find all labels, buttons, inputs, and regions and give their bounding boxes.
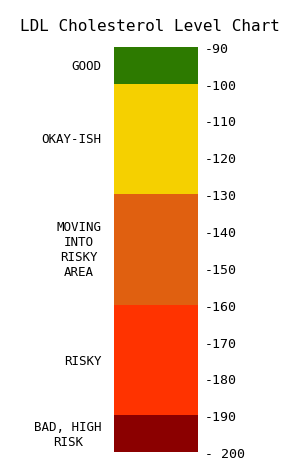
Text: LDL Cholesterol Level Chart: LDL Cholesterol Level Chart <box>20 19 280 34</box>
Text: BAD, HIGH
RISK: BAD, HIGH RISK <box>34 420 101 448</box>
Bar <box>114 195 198 305</box>
Text: RISKY: RISKY <box>64 354 101 367</box>
Text: GOOD: GOOD <box>71 60 101 72</box>
Bar <box>114 305 198 416</box>
Bar <box>114 416 198 452</box>
Text: MOVING
INTO
RISKY
AREA: MOVING INTO RISKY AREA <box>56 221 101 279</box>
Bar <box>114 84 198 195</box>
Text: OKAY-ISH: OKAY-ISH <box>41 133 101 146</box>
Bar <box>114 48 198 84</box>
